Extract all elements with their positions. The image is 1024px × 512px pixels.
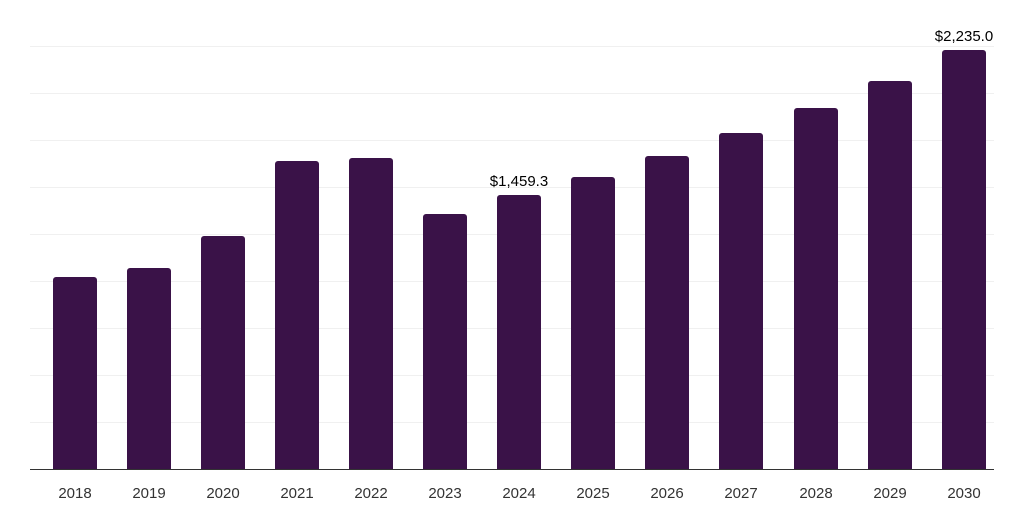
x-tick-label: 2018 xyxy=(58,485,92,502)
bar-2023 xyxy=(423,214,467,469)
x-tick-label: 2024 xyxy=(502,485,536,502)
bar-2022 xyxy=(349,158,393,469)
gridline xyxy=(30,187,994,188)
bar-2020 xyxy=(201,236,245,469)
x-tick-label: 2027 xyxy=(724,485,758,502)
bar-2019 xyxy=(127,268,171,469)
x-axis-line xyxy=(30,469,994,470)
x-tick-label: 2030 xyxy=(947,485,981,502)
x-tick-label: 2029 xyxy=(873,485,907,502)
gridline xyxy=(30,140,994,141)
bar-2018 xyxy=(53,277,97,469)
x-tick-label: 2025 xyxy=(576,485,610,502)
bar-2028 xyxy=(794,108,838,469)
x-tick-label: 2022 xyxy=(354,485,388,502)
bar-2025 xyxy=(571,177,615,469)
gridline xyxy=(30,46,994,47)
x-tick-label: 2020 xyxy=(206,485,240,502)
x-tick-label: 2021 xyxy=(280,485,314,502)
x-tick-label: 2026 xyxy=(650,485,684,502)
x-tick-label: 2023 xyxy=(428,485,462,502)
bar-2029 xyxy=(868,81,912,469)
bar-2030 xyxy=(942,50,986,469)
x-tick-label: 2019 xyxy=(132,485,166,502)
gridline xyxy=(30,93,994,94)
data-label: $2,235.0 xyxy=(934,28,994,45)
bar-2026 xyxy=(645,156,689,469)
bar-2027 xyxy=(719,133,763,469)
data-label: $1,459.3 xyxy=(489,173,549,190)
bar-2021 xyxy=(275,161,319,469)
x-tick-label: 2028 xyxy=(799,485,833,502)
bar-2024 xyxy=(497,195,541,469)
